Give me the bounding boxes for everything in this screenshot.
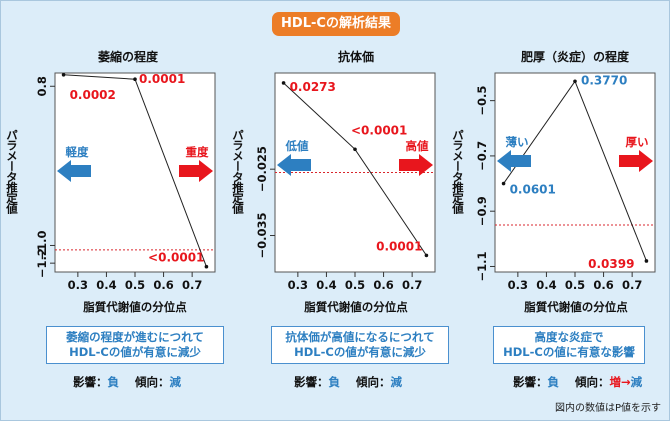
- data-point: [573, 79, 577, 84]
- arrow-right-label: 重度: [186, 145, 209, 159]
- p-value-label: 0.3770: [581, 73, 627, 87]
- chart-panel-3: 0.3 0.4 0.5 0.6 0.7 −0.5 −0.7 −0.9 −1.1 0.0601 0.3…: [475, 72, 656, 292]
- y-tick-label: −1.1: [475, 251, 489, 281]
- trend-value: 減: [630, 375, 643, 389]
- panel-title-antibody: 抗体価: [337, 50, 374, 64]
- p-value-label: 0.0399: [588, 257, 634, 271]
- p-value-label: 0.0001: [376, 239, 422, 253]
- arrow-right-label: 高値: [406, 139, 429, 153]
- plot-frame: [494, 72, 656, 273]
- x-tick-label: 0.5: [125, 278, 145, 292]
- summary-line-1: 抗体価が高値になるにつれて: [285, 330, 435, 344]
- y-tick-label: −0.9: [475, 196, 489, 226]
- p-value-label: 0.0002: [70, 88, 116, 102]
- summary-box-thickening: 高度な炎症で HDL-Cの値に有意な影響: [493, 326, 645, 364]
- y-axis-label-antibody: パラメータ推定値: [231, 129, 245, 213]
- summary-line-2: HDL-Cの値が有意に減少: [294, 345, 426, 359]
- effect-label: 影響：: [294, 375, 329, 389]
- trend-value: 減: [169, 375, 182, 389]
- effect-value: 負: [328, 375, 341, 389]
- summary-box-atrophy: 萎縮の程度が進むにつれて HDL-Cの値が有意に減少: [46, 326, 224, 364]
- data-point: [424, 253, 429, 258]
- effect-summary-thickening: 影響：負 傾向：増→減: [513, 374, 642, 390]
- arrow-left-label: 低値: [285, 139, 309, 153]
- panel-title-thickening: 肥厚（炎症）の程度: [520, 50, 629, 64]
- p-value-label: 0.0273: [290, 80, 336, 94]
- summary-line-1: 高度な炎症で: [534, 330, 604, 344]
- trend-prefix: 増→: [609, 375, 631, 389]
- arrow-right-icon: [619, 150, 653, 172]
- x-tick-label: 0.5: [565, 278, 585, 292]
- summary-line-2: HDL-Cの値に有意な影響: [503, 345, 635, 359]
- summary-line-2: HDL-Cの値が有意に減少: [69, 345, 201, 359]
- panel-title-atrophy: 萎縮の程度: [97, 50, 158, 64]
- data-point: [501, 181, 506, 186]
- summary-line-1: 萎縮の程度が進むにつれて: [66, 330, 204, 344]
- x-tick-label: 0.4: [536, 278, 556, 292]
- x-tick-label: 0.6: [153, 278, 173, 292]
- trend-label: 傾向：: [135, 375, 170, 389]
- y-tick-label: −1.2: [35, 248, 49, 278]
- arrow-left-icon: [57, 160, 91, 182]
- arrow-left-label: 軽度: [66, 145, 89, 159]
- chart-panel-1: 0.3 0.4 0.5 0.6 0.7 0.8 −1.0−1.2 0.0002 0.0001 <0…: [35, 72, 216, 292]
- p-value-label: <0.0001: [148, 251, 204, 265]
- trend-label: 傾向：: [356, 375, 391, 389]
- data-point: [61, 72, 66, 77]
- trend-label: 傾向：: [575, 375, 610, 389]
- x-axis-label-atrophy: 脂質代謝値の分位点: [83, 300, 187, 314]
- figure-title-banner: HDL-Cの解析結果: [272, 12, 400, 36]
- p-value-label: 0.0001: [139, 72, 185, 86]
- x-tick-label: 0.6: [373, 278, 393, 292]
- arrow-left-label: 薄い: [506, 135, 529, 149]
- y-tick-label: −0.025: [255, 146, 269, 192]
- effect-label: 影響：: [73, 375, 108, 389]
- y-tick-label: −0.7: [475, 141, 489, 171]
- data-point: [204, 264, 209, 269]
- x-tick-label: 0.3: [508, 278, 528, 292]
- data-point: [353, 147, 357, 152]
- summary-box-antibody: 抗体価が高値になるにつれて HDL-Cの値が有意に減少: [271, 326, 449, 364]
- arrow-right-icon: [179, 160, 213, 182]
- arrow-right-label: 厚い: [626, 135, 649, 149]
- data-point: [281, 81, 286, 85]
- effect-summary-atrophy: 影響：負 傾向：減: [73, 374, 181, 390]
- effect-value: 負: [547, 375, 560, 389]
- y-tick-label: −0.035: [255, 213, 269, 259]
- arrow-right-icon: [399, 154, 433, 176]
- x-tick-label: 0.7: [402, 278, 422, 292]
- x-axis-label-thickening: 脂質代謝値の分位点: [524, 300, 628, 314]
- x-tick-label: 0.6: [593, 278, 613, 292]
- arrow-left-icon: [277, 154, 311, 176]
- p-value-label: <0.0001: [351, 123, 407, 137]
- x-tick-label: 0.4: [96, 278, 116, 292]
- data-point: [133, 77, 137, 81]
- trend-value: 減: [390, 375, 403, 389]
- effect-value: 負: [107, 375, 120, 389]
- y-tick-label: 0.8: [35, 76, 49, 96]
- x-tick-label: 0.3: [68, 278, 88, 292]
- footnote: 図内の数値はP値を示す: [554, 403, 661, 414]
- p-value-label: 0.0601: [510, 183, 556, 197]
- data-point: [644, 259, 649, 263]
- y-tick-label: −0.5: [475, 86, 489, 116]
- x-tick-label: 0.5: [345, 278, 365, 292]
- x-axis-label-antibody: 脂質代謝値の分位点: [304, 300, 408, 314]
- x-tick-label: 0.7: [622, 278, 642, 292]
- effect-summary-antibody: 影響：負 傾向：減: [294, 374, 402, 390]
- x-tick-label: 0.3: [288, 278, 308, 292]
- y-tick-label: −1.0: [35, 230, 49, 260]
- x-tick-label: 0.7: [182, 278, 202, 292]
- chart-panel-2: 0.3 0.4 0.5 0.6 0.7 −0.025 −0.035 0.0273 <0.0001…: [255, 72, 436, 292]
- effect-label: 影響：: [513, 375, 548, 389]
- y-axis-label-atrophy: パラメータ推定値: [5, 129, 19, 213]
- y-axis-label-thickening: パラメータ推定値: [451, 129, 465, 213]
- x-tick-label: 0.4: [316, 278, 336, 292]
- arrow-left-icon: [497, 150, 531, 172]
